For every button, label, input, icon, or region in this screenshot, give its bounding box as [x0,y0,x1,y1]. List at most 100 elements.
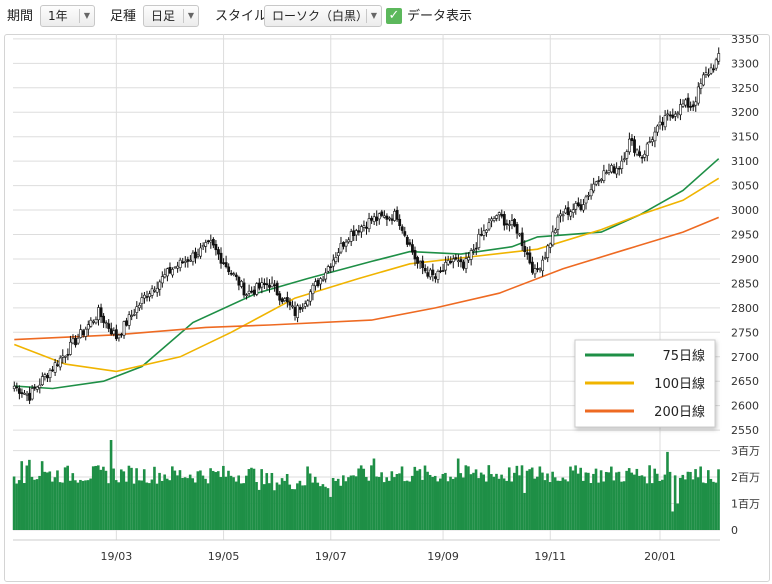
period-select[interactable]: 1年 ▼ [40,5,95,27]
candle-body [357,230,361,233]
volume-bar [224,476,228,530]
volume-bar [390,471,394,530]
volume-bar [505,480,508,530]
volume-bar [566,481,570,530]
candle-body [561,214,565,217]
candle-body [398,218,402,226]
candle-body [250,290,254,293]
candle-body [469,250,473,260]
candle-body [222,262,225,264]
volume-bar [558,480,562,530]
candle-body [569,211,573,217]
candle-body [385,215,389,220]
candle-body [214,244,218,251]
candle-body [605,172,608,174]
candle-body [280,298,284,303]
volume-bar [518,475,521,530]
candle-body [306,300,310,306]
volume-bar [17,480,21,530]
candle-body [17,388,21,394]
volume-bar [326,488,330,530]
data-display-label[interactable]: データ表示 [407,9,473,24]
candle-body [303,303,307,307]
candle-body [523,246,527,252]
candle-body [94,319,98,324]
candle-body [426,272,430,277]
data-display-checkbox[interactable]: ✓ [386,8,402,24]
candle-body [160,276,164,284]
candle-body [566,207,570,216]
volume-bar [645,483,649,530]
candle-body [497,212,501,216]
volume-bar [40,461,44,530]
volume-bar [446,481,450,530]
volume-bars [12,440,720,530]
legend-label-ma75: 75日線 [662,348,705,364]
volume-bar [382,482,386,530]
candle-body [513,218,516,227]
volume-bar [671,511,674,530]
volume-bar [707,470,710,530]
candle-body [380,211,384,216]
volume-bar [370,465,373,530]
candle-body [135,306,139,313]
volume-bar [403,481,406,530]
candle-body [462,261,465,269]
candle-body [446,260,450,265]
volume-bar [525,470,529,530]
volume-bar [79,479,82,530]
candle-body [691,104,695,108]
candle-body [12,385,16,389]
volume-bar [125,481,128,530]
style-select[interactable]: ローソク（白黒） ▼ [264,5,382,27]
volume-bar [515,465,519,530]
volume-bar [497,478,501,530]
candle-body [648,141,652,143]
ma-line-200 [14,216,720,341]
chevron-down-icon: ▼ [79,9,94,23]
candle-body [607,170,611,173]
candle-body [273,284,277,287]
date-axis-labels: 19/03 19/05 19/07 19/09 19/11 20/01 [101,550,676,563]
candle-body [155,287,159,293]
volume-bar [362,468,366,530]
volume-bar [354,476,358,530]
ashi-label: 足種 [110,9,137,24]
price-tick-label: 3350 [731,33,759,46]
toolbar: 期間 1年 ▼ 足種 日足 ▼ スタイル ローソク（白黒） ▼ ✓ データ表示 [0,0,772,34]
candle-body [582,204,585,211]
volume-bar [699,466,702,530]
candle-body [479,233,483,236]
candle-body [324,272,328,280]
volume-bar [257,489,261,530]
candle-body [403,231,407,236]
candle-body [53,362,57,373]
volume-bar [38,475,41,530]
volume-bar [377,476,381,530]
volume-bar [119,469,123,530]
candle-body [696,86,700,104]
volume-bar [365,476,368,530]
volume-bar [439,478,442,530]
candle-body [459,259,463,263]
chevron-down-icon: ▼ [183,9,198,23]
volume-bar [579,467,582,530]
candle-body [217,249,220,255]
ashi-select[interactable]: 日足 ▼ [143,5,199,27]
candle-body [635,149,639,155]
volume-bar [22,483,26,530]
candle-body [181,261,185,264]
volume-bar [632,474,636,530]
candle-body [232,273,236,276]
volume-bar [127,465,131,530]
volume-bar [487,465,491,530]
volume-bar [296,483,299,530]
volume-bar [30,476,34,530]
candle-body [508,224,511,226]
date-tick-label: 19/07 [315,550,347,563]
volume-bar [229,475,233,530]
candle-body [640,156,644,159]
volume-bar [329,496,332,530]
volume-bar [640,475,644,530]
candle-body [477,234,481,248]
